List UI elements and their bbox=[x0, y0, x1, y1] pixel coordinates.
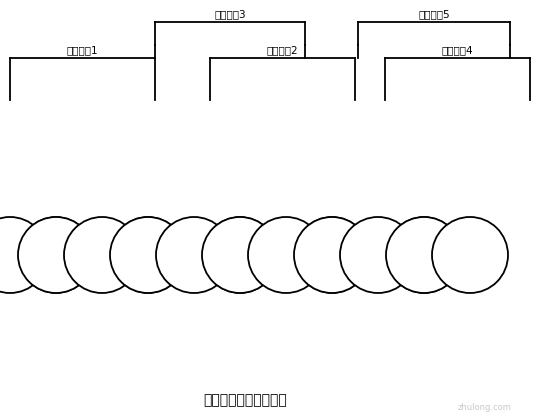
Text: 施工顺序3: 施工顺序3 bbox=[214, 9, 246, 19]
Circle shape bbox=[110, 217, 186, 293]
Circle shape bbox=[294, 217, 370, 293]
Circle shape bbox=[202, 217, 278, 293]
Circle shape bbox=[110, 217, 186, 293]
Circle shape bbox=[386, 217, 462, 293]
Text: 搅拌桩施工顺序示意图: 搅拌桩施工顺序示意图 bbox=[203, 393, 287, 407]
Circle shape bbox=[202, 217, 278, 293]
Circle shape bbox=[202, 217, 278, 293]
Circle shape bbox=[294, 217, 370, 293]
Circle shape bbox=[18, 217, 94, 293]
Circle shape bbox=[110, 217, 186, 293]
Circle shape bbox=[156, 217, 232, 293]
Circle shape bbox=[0, 217, 48, 293]
Text: 施工顺序1: 施工顺序1 bbox=[67, 45, 99, 55]
Circle shape bbox=[340, 217, 416, 293]
Text: 施工顺序5: 施工顺序5 bbox=[418, 9, 450, 19]
Circle shape bbox=[386, 217, 462, 293]
Text: 施工顺序4: 施工顺序4 bbox=[442, 45, 473, 55]
Circle shape bbox=[386, 217, 462, 293]
Circle shape bbox=[248, 217, 324, 293]
Circle shape bbox=[18, 217, 94, 293]
Text: zhulong.com: zhulong.com bbox=[458, 404, 512, 412]
Circle shape bbox=[294, 217, 370, 293]
Text: 施工顺序2: 施工顺序2 bbox=[267, 45, 298, 55]
Circle shape bbox=[64, 217, 140, 293]
Circle shape bbox=[18, 217, 94, 293]
Circle shape bbox=[432, 217, 508, 293]
